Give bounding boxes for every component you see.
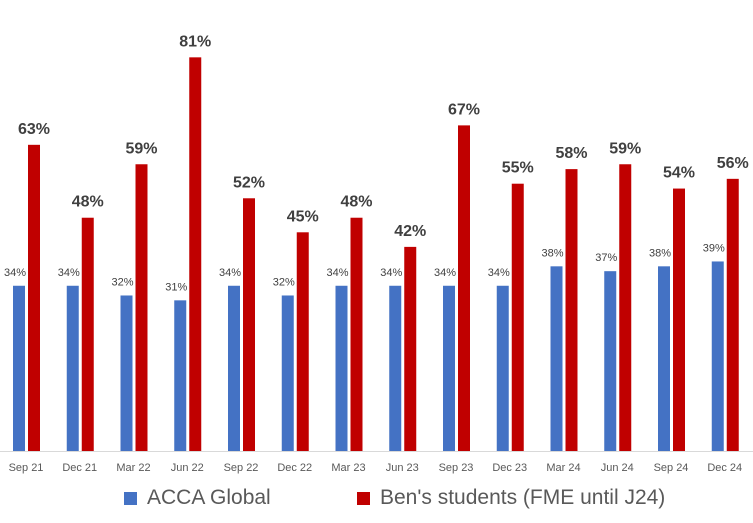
bar-bens-students-1 — [81, 217, 94, 451]
data-label-bens-students-9: 55% — [502, 160, 534, 177]
bar-bens-students-8 — [458, 125, 470, 451]
data-label-acca-global-4: 34% — [219, 267, 241, 279]
bar-bens-students-9 — [511, 183, 524, 451]
data-label-bens-students-10: 58% — [555, 145, 587, 162]
data-label-bens-students-8: 67% — [448, 101, 480, 118]
bar-bens-students-12 — [673, 188, 685, 451]
data-label-acca-global-12: 38% — [649, 247, 671, 259]
bar-acca-global-5 — [281, 295, 294, 451]
data-label-acca-global-11: 37% — [595, 252, 617, 264]
bar-bens-students-3 — [189, 57, 202, 452]
data-label-acca-global-8: 34% — [434, 267, 456, 279]
data-label-acca-global-0: 34% — [4, 267, 26, 279]
data-label-acca-global-13: 39% — [703, 242, 725, 254]
data-label-acca-global-2: 32% — [111, 276, 133, 288]
data-label-bens-students-13: 56% — [717, 155, 749, 172]
data-label-acca-global-10: 38% — [541, 247, 563, 259]
bar-bens-students-5 — [296, 232, 309, 451]
bar-acca-global-12 — [658, 266, 670, 451]
bar-acca-global-0 — [13, 285, 25, 451]
x-tick-label-13: Dec 24 — [707, 462, 742, 474]
bar-acca-global-2 — [120, 295, 133, 451]
legend-swatch-acca-global — [124, 491, 137, 505]
x-tick-label-0: Sep 21 — [9, 462, 44, 474]
x-tick-label-4: Sep 22 — [224, 462, 259, 474]
x-tick-label-12: Sep 24 — [654, 462, 689, 474]
bar-bens-students-0 — [28, 144, 40, 451]
data-label-bens-students-3: 81% — [179, 33, 211, 50]
bar-bens-students-10 — [565, 169, 578, 451]
data-label-bens-students-0: 63% — [18, 121, 50, 138]
bar-acca-global-3 — [174, 300, 187, 451]
bar-acca-global-11 — [604, 271, 617, 451]
data-label-bens-students-7: 42% — [394, 223, 426, 240]
bar-bens-students-4 — [243, 198, 255, 451]
bar-acca-global-9 — [496, 285, 509, 451]
bar-bens-students-7 — [404, 246, 417, 451]
data-label-bens-students-12: 54% — [663, 165, 695, 182]
bar-acca-global-13 — [711, 261, 724, 451]
bar-bens-students-2 — [135, 164, 148, 451]
bar-acca-global-7 — [389, 285, 402, 451]
data-label-acca-global-9: 34% — [488, 267, 510, 279]
bar-bens-students-13 — [726, 178, 739, 451]
data-label-acca-global-1: 34% — [58, 267, 80, 279]
x-tick-label-11: Jun 24 — [601, 462, 634, 474]
bar-bens-students-6 — [350, 217, 363, 451]
data-label-bens-students-5: 45% — [287, 208, 319, 225]
legend-swatch-bens-students — [357, 491, 370, 505]
bar-bens-students-11 — [619, 164, 632, 451]
x-tick-label-1: Dec 21 — [62, 462, 97, 474]
bar-acca-global-6 — [335, 285, 348, 451]
legend-label-acca-global: ACCA Global — [147, 486, 271, 509]
x-tick-label-2: Mar 22 — [116, 462, 150, 474]
bar-acca-global-8 — [443, 285, 455, 451]
data-label-bens-students-2: 59% — [125, 140, 157, 157]
data-label-bens-students-11: 59% — [609, 140, 641, 157]
x-tick-label-6: Mar 23 — [331, 462, 365, 474]
data-label-acca-global-5: 32% — [273, 276, 295, 288]
x-tick-label-8: Sep 23 — [439, 462, 474, 474]
data-label-bens-students-1: 48% — [72, 194, 104, 211]
data-label-acca-global-6: 34% — [326, 267, 348, 279]
bar-acca-global-4 — [228, 285, 240, 451]
data-label-bens-students-6: 48% — [340, 194, 372, 211]
x-tick-label-9: Dec 23 — [492, 462, 527, 474]
bar-acca-global-1 — [66, 285, 79, 451]
x-tick-label-5: Dec 22 — [277, 462, 312, 474]
x-tick-label-3: Jun 22 — [171, 462, 204, 474]
bar-chart: 34% 63% Sep 21 34% 48% Dec 21 32% 59% Mar 22 31% 8… — [0, 33, 753, 474]
data-label-acca-global-3: 31% — [165, 281, 187, 293]
x-tick-label-10: Mar 24 — [546, 462, 580, 474]
legend-item-bens-students: Ben's students (FME until J24) — [357, 486, 665, 510]
data-label-acca-global-7: 34% — [380, 267, 402, 279]
bar-acca-global-10 — [550, 266, 563, 451]
data-label-bens-students-4: 52% — [233, 174, 265, 191]
legend-item-acca-global: ACCA Global — [124, 486, 271, 510]
legend-label-bens-students: Ben's students (FME until J24) — [380, 486, 666, 509]
legend: ACCA Global Ben's students (FME until J2… — [0, 486, 753, 516]
x-tick-label-7: Jun 23 — [386, 462, 419, 474]
